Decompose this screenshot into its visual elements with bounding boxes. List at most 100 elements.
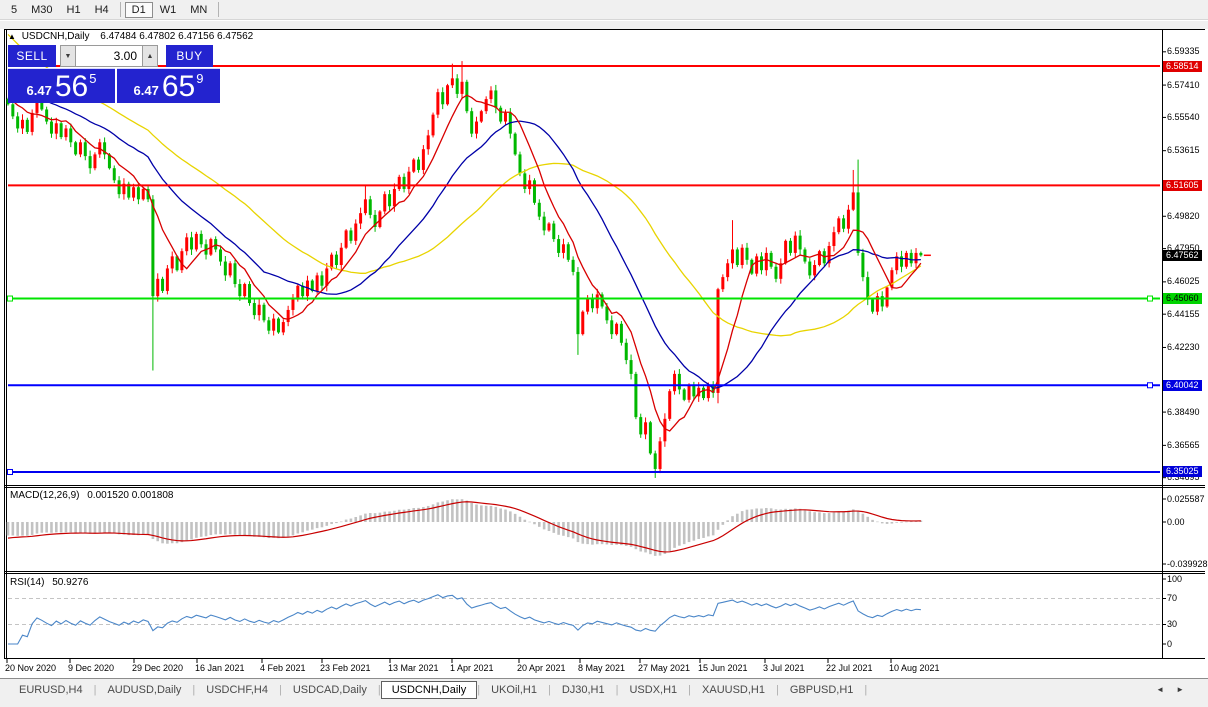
tab-scroll-controls: ◄ ► [1156,685,1184,694]
rsi-indicator-label: RSI(14) 50.9276 [10,577,88,588]
rsi-tick-label: 100 [1167,573,1183,584]
timeframe-button-D1[interactable]: D1 [124,1,153,18]
date-label: 15 Jun 2021 [698,663,748,673]
sell-price-prefix: 6.47 [26,83,52,98]
macd-name: MACD(12,26,9) [10,490,80,501]
date-label: 27 May 2021 [638,663,691,673]
date-label: 22 Jul 2021 [826,663,873,673]
level-price-label: 6.58514 [1163,60,1202,72]
symbol-tab-usdx[interactable]: USDX,H1 [629,683,678,696]
tab-separator: | [688,683,692,696]
symbol-tab-gbpusd[interactable]: GBPUSD,H1 [789,683,854,696]
toolbar-separator [119,2,121,17]
sell-price-display[interactable]: 6.47 56 5 [8,68,115,103]
timeframe-button-5[interactable]: 5 [11,3,18,16]
price-tick-label: 6.49820 [1167,210,1200,221]
sell-button[interactable]: SELL [8,45,56,67]
level-price-label: 6.45060 [1163,293,1202,305]
price-tick-label: 6.55540 [1167,111,1200,122]
one-click-trade-panel: SELL ▼ ▲ BUY 6.47 56 5 6.47 65 9 [8,45,220,103]
trade-panel-top-row: SELL ▼ ▲ BUY [8,45,220,67]
date-label: 20 Nov 2020 [5,663,57,673]
tab-separator: | [477,683,481,696]
price-tick-label: 6.47950 [1167,243,1200,254]
date-label: 20 Apr 2021 [517,663,566,673]
macd-tick-label: 0.025587 [1167,493,1205,504]
chart-title: ▲ USDCNH,Daily 6.47484 6.47802 6.47156 6… [8,31,253,42]
macd-tick-label: -0.039928 [1167,558,1208,569]
symbol-tab-dj30[interactable]: DJ30,H1 [561,683,605,696]
timeframe-button-H4[interactable]: H4 [94,3,109,16]
rsi-tick-label: 0 [1167,638,1173,649]
timeframe-toolbar: 5 M30 H1 H4 D1 W1 MN [0,0,1208,20]
symbol-tab-xauusd[interactable]: XAUUSD,H1 [702,683,765,696]
buy-price-pipette: 9 [196,71,204,86]
symbol-tab-eurusd[interactable]: EURUSD,H4 [19,683,83,696]
rsi-value: 50.9276 [52,577,89,588]
buy-price-prefix: 6.47 [133,83,159,98]
trade-panel-price-row: 6.47 56 5 6.47 65 9 [8,68,220,103]
buy-button[interactable]: BUY [166,45,213,67]
price-tick-label: 6.44155 [1167,308,1200,319]
price-tick-label: 6.42230 [1167,341,1200,352]
macd-values: 0.001520 0.001808 [87,490,174,501]
symbol-tab-bar: EURUSD,H4 | AUDUSD,Daily | USDCHF,H4 | USDCAD,… [0,678,1208,700]
toolbar-separator [218,2,220,17]
tab-separator: | [864,683,868,696]
price-tick-label: 6.57410 [1167,79,1200,90]
timeframe-button-W1[interactable]: W1 [159,3,177,16]
volume-increase-icon[interactable]: ▲ [142,45,158,67]
date-label: 8 May 2021 [578,663,626,673]
timeframe-button-H1[interactable]: H1 [66,3,81,16]
collapse-panel-icon[interactable]: ▲ [8,32,16,41]
tab-separator: | [775,683,779,696]
toolbar-gap [0,21,1208,29]
tab-separator: | [377,683,381,696]
bottom-strip [0,700,1208,707]
tab-separator: | [192,683,196,696]
macd-tick-label: 0.00 [1167,516,1185,527]
timeframe-button-MN[interactable]: MN [190,3,208,16]
chart-symbol-label: USDCNH,Daily [21,31,90,42]
level-price-label: 6.40042 [1163,379,1202,391]
price-tick-label: 6.59335 [1167,46,1200,57]
tab-separator: | [279,683,282,696]
symbol-tab-audusd[interactable]: AUDUSD,Daily [107,683,182,696]
date-label: 1 Apr 2021 [450,663,494,673]
date-label: 29 Dec 2020 [132,663,184,673]
sell-price-big-digits: 56 [54,70,89,104]
level-price-label: 6.51605 [1163,179,1202,191]
timeframe-button-M30[interactable]: M30 [31,3,53,16]
date-label: 13 Mar 2021 [388,663,439,673]
volume-input[interactable] [76,45,142,67]
buy-price-big-digits: 65 [161,70,196,104]
symbol-tab-usdcnh[interactable]: USDCNH,Daily [380,680,478,699]
current-price-label: 6.47562 [1163,249,1202,261]
price-tick-label: 6.46025 [1167,276,1200,287]
symbol-tab-usdchf[interactable]: USDCHF,H4 [206,683,268,696]
volume-decrease-icon[interactable]: ▼ [60,45,76,67]
tab-separator: | [93,683,97,696]
date-label: 10 Aug 2021 [889,663,940,673]
tab-scroll-right-icon[interactable]: ► [1176,685,1184,694]
rsi-tick-label: 30 [1167,619,1178,629]
price-tick-label: 6.38490 [1167,406,1200,417]
rsi-name: RSI(14) [10,577,45,588]
rsi-tick-label: 70 [1167,593,1178,603]
date-label: 23 Feb 2021 [320,663,371,673]
symbol-tab-ukoil[interactable]: UKOil,H1 [491,683,537,696]
tab-scroll-left-icon[interactable]: ◄ [1156,685,1165,694]
buy-price-display[interactable]: 6.47 65 9 [117,68,220,103]
chart-ohlc-values: 6.47484 6.47802 6.47156 6.47562 [100,31,254,42]
date-label: 9 Dec 2020 [68,663,115,673]
price-tick-label: 6.36565 [1167,439,1200,450]
tab-separator: | [547,683,551,696]
date-label: 4 Feb 2021 [260,663,306,673]
tab-separator: | [615,683,619,696]
symbol-tab-usdcad[interactable]: USDCAD,Daily [292,683,367,696]
date-label: 3 Jul 2021 [763,663,805,673]
sell-price-pipette: 5 [89,71,97,86]
price-tick-label: 6.53615 [1167,145,1200,156]
